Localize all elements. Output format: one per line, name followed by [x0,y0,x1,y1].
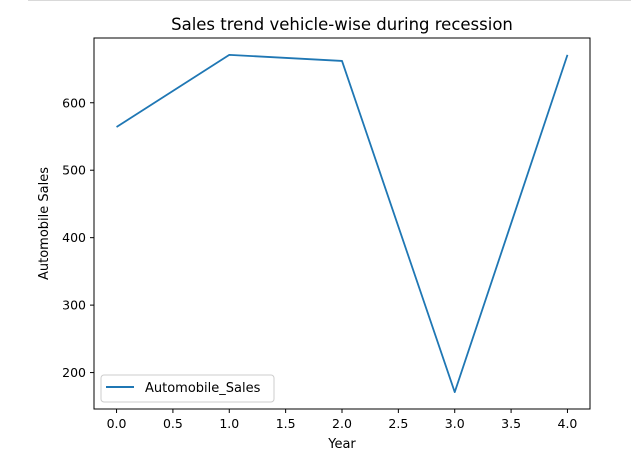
y-tick-label: 200 [62,365,86,380]
x-tick-label: 3.0 [445,416,465,431]
x-tick-label: 2.0 [332,416,352,431]
legend-label: Automobile_Sales [145,381,261,396]
x-tick-label: 1.0 [219,416,239,431]
top-border-line [28,0,631,1]
x-tick-label: 0.0 [107,416,127,431]
y-tick-label: 500 [62,163,86,178]
y-tick-label: 400 [62,230,86,245]
legend-box [100,374,275,403]
series-group [116,53,569,394]
y-axis-label: Automobile Sales [37,167,52,280]
y-axis-ticks: 200 300 400 500 600 [62,95,94,380]
x-axis-ticks: 0.0 0.5 1.0 1.5 2.0 2.5 3.0 3.5 4.0 [107,409,578,431]
y-tick-label: 600 [62,95,86,110]
x-axis-label: Year [327,437,356,452]
chart-title: Sales trend vehicle-wise during recessio… [171,15,513,34]
x-tick-label: 1.5 [276,416,296,431]
legend: Automobile_Sales [100,374,275,403]
x-tick-label: 3.5 [501,416,521,431]
y-tick-label: 300 [62,298,86,313]
series-line-automobile-sales [116,53,569,394]
x-tick-label: 4.0 [558,416,578,431]
x-tick-label: 2.5 [388,416,408,431]
x-tick-label: 0.5 [163,416,183,431]
